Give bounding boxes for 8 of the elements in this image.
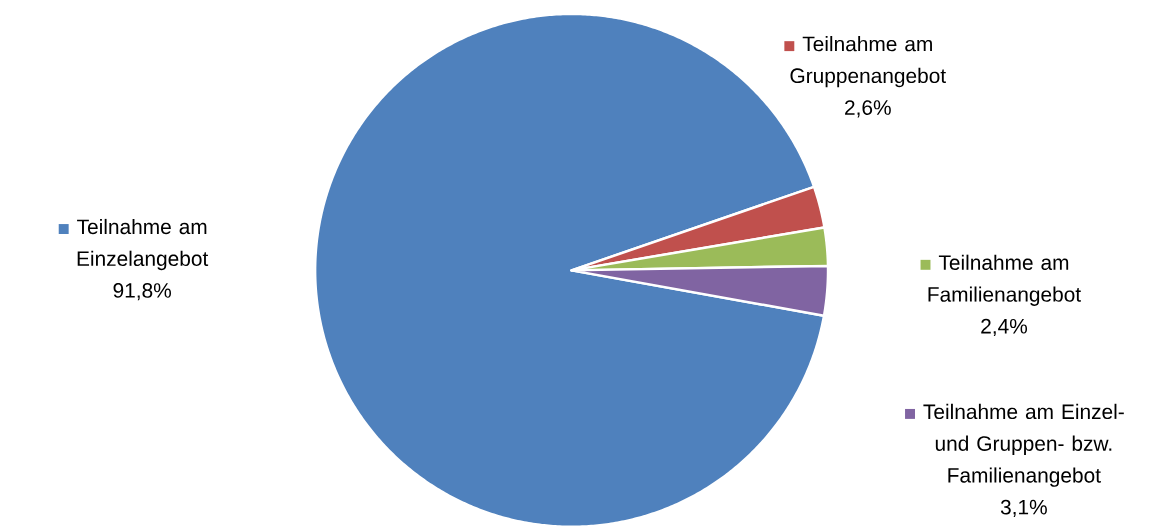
data-label: 2,6% xyxy=(845,100,891,118)
legend-label: Teilnahme am Familienangebot xyxy=(928,254,1081,307)
legend-label: Teilnahme am Einzel- und Gruppen- bzw. Familienangebot xyxy=(923,403,1124,487)
data-label: 3,1% xyxy=(1000,499,1047,518)
data-label: 2,4% xyxy=(981,318,1028,337)
data-label: 91,8% xyxy=(113,283,172,301)
legend-label: Teilnahme am Gruppenangebot xyxy=(790,36,946,88)
legend-label: Teilnahme am Einzelangebot xyxy=(77,218,209,271)
